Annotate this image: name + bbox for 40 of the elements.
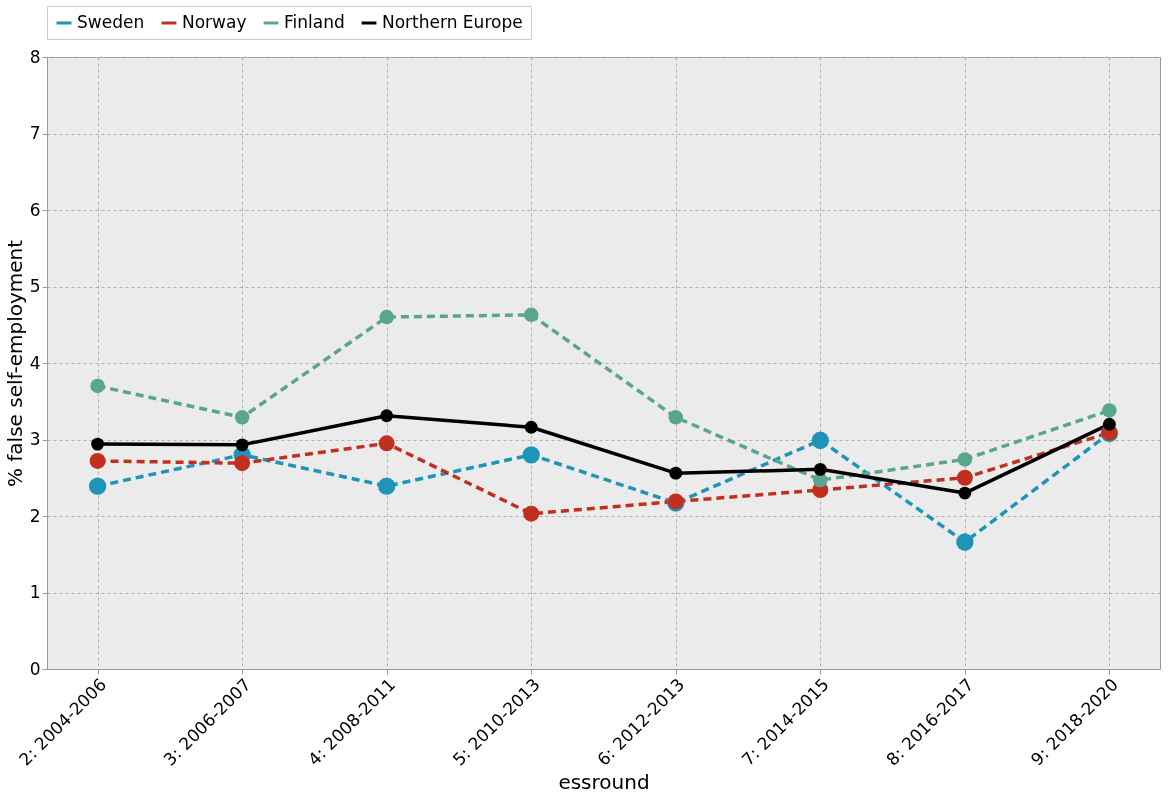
point	[380, 409, 394, 423]
point	[90, 378, 105, 394]
point	[811, 431, 829, 449]
point	[1102, 403, 1117, 418]
point	[668, 410, 684, 425]
point	[379, 309, 394, 325]
y-tick-label: 5	[29, 276, 41, 296]
y-tick-label: 6	[29, 199, 41, 220]
point	[956, 533, 974, 551]
point	[669, 466, 683, 480]
point	[523, 307, 539, 323]
y-tick-label: 3	[29, 429, 41, 449]
point	[522, 446, 540, 464]
y-axis-title: % false self-employment	[2, 239, 27, 488]
y-tick-label: 8	[29, 46, 41, 67]
point	[958, 486, 972, 500]
point	[88, 477, 107, 495]
point	[91, 437, 105, 451]
legend-label: Northern Europe	[382, 12, 523, 32]
point	[234, 410, 250, 425]
point	[956, 469, 973, 486]
point	[378, 477, 396, 495]
y-tick-label: 0	[29, 658, 41, 679]
legend-label: Finland	[284, 12, 345, 32]
legend-label: Sweden	[77, 12, 145, 32]
y-tick-label: 1	[29, 582, 41, 602]
x-axis-title: essround	[558, 769, 650, 794]
point	[957, 452, 973, 467]
point	[378, 435, 395, 452]
point	[89, 452, 106, 469]
point	[1102, 417, 1116, 431]
y-tick-label: 7	[29, 123, 41, 143]
point	[813, 462, 827, 476]
point	[235, 438, 249, 452]
point	[524, 420, 538, 434]
point	[234, 455, 251, 472]
y-tick-label: 4	[29, 352, 41, 373]
legend-label: Norway	[182, 12, 247, 32]
point	[523, 505, 540, 522]
y-tick-label: 2	[29, 505, 41, 526]
